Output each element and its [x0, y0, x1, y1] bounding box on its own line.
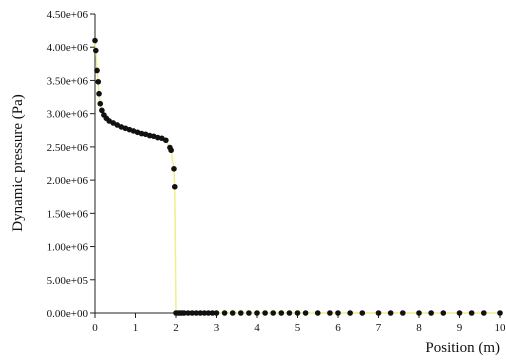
data-point: [481, 310, 487, 316]
data-point: [238, 310, 244, 316]
data-point: [262, 310, 268, 316]
data-point: [327, 310, 333, 316]
data-point: [181, 310, 187, 316]
data-point: [96, 90, 102, 97]
y-tick-label: 1.50e+06: [47, 208, 89, 220]
series-line: [94, 40, 500, 314]
data-point: [278, 310, 285, 316]
data-point: [347, 310, 353, 316]
data-point: [205, 310, 212, 316]
data-point: [171, 183, 178, 190]
data-point: [163, 137, 169, 144]
data-point: [229, 310, 236, 316]
x-tick-label: 9: [457, 322, 463, 334]
y-axis-label: Dynamic pressure (Pa): [10, 94, 26, 231]
data-point: [375, 310, 382, 316]
data-point: [497, 310, 503, 316]
data-point: [335, 310, 341, 316]
y-tick-label: 3.00e+06: [47, 109, 89, 121]
data-point: [246, 310, 252, 316]
data-point: [254, 310, 260, 316]
data-point: [93, 47, 99, 54]
y-tick-label: 1.00e+06: [47, 242, 89, 254]
data-point: [416, 310, 422, 316]
data-point: [189, 310, 195, 316]
data-point: [171, 166, 177, 172]
data-point: [468, 310, 475, 316]
data-point: [168, 147, 174, 154]
y-tick-label: 5.00e+05: [47, 275, 89, 287]
data-point: [286, 310, 293, 316]
x-axis-label: Position (m): [425, 340, 500, 356]
data-point: [387, 310, 394, 316]
x-tick-label: 6: [335, 322, 341, 334]
data-point: [92, 37, 98, 44]
data-point: [209, 310, 216, 316]
data-point: [428, 310, 434, 316]
data-point: [201, 310, 208, 316]
y-tick-label: 4.00e+06: [47, 42, 89, 54]
x-tick-label: 3: [214, 322, 220, 334]
data-point: [294, 310, 301, 316]
data-point: [99, 107, 105, 114]
data-point: [213, 310, 220, 316]
data-point: [197, 310, 204, 316]
x-tick-label: 7: [376, 322, 382, 334]
y-tick-label: 2.50e+06: [47, 142, 89, 154]
x-tick-label: 2: [173, 322, 179, 334]
y-tick-label: 4.50e+06: [47, 9, 89, 21]
data-point: [221, 310, 228, 316]
data-point: [270, 310, 277, 316]
x-tick-label: 1: [133, 322, 139, 334]
data-point: [193, 310, 200, 316]
data-point: [97, 100, 104, 107]
data-point: [95, 78, 102, 85]
y-tick-label: 0.00e+00: [47, 308, 89, 320]
data-point: [314, 310, 321, 316]
y-tick-label: 2.00e+06: [47, 175, 89, 187]
x-tick-label: 10: [495, 322, 506, 334]
x-tick-label: 0: [92, 322, 98, 334]
x-tick-label: 5: [295, 322, 301, 334]
y-tick-label: 3.50e+06: [47, 75, 89, 87]
data-point: [302, 310, 309, 316]
x-tick-label: 8: [416, 322, 422, 334]
data-point: [440, 310, 447, 316]
data-point: [185, 310, 191, 316]
data-point: [400, 310, 406, 316]
data-point: [456, 310, 463, 316]
x-tick-label: 4: [254, 322, 260, 334]
data-point: [94, 67, 100, 74]
data-point: [359, 310, 366, 316]
